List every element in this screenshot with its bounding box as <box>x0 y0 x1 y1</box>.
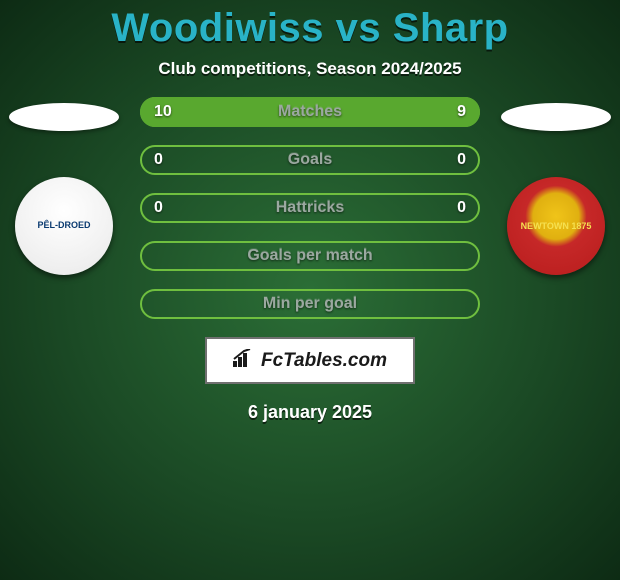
brand-box[interactable]: FcTables.com <box>205 337 415 384</box>
stat-value-left: 10 <box>154 103 172 121</box>
page-title: Woodiwiss vs Sharp <box>111 6 508 51</box>
stat-bar: Goals per match <box>140 241 480 271</box>
right-crest-icon: NEWTOWN 1875 <box>507 177 605 275</box>
left-column: PÊL-DROED <box>4 97 124 275</box>
stat-value-right: 0 <box>457 199 466 217</box>
stat-value-right: 9 <box>457 103 466 121</box>
page-subtitle: Club competitions, Season 2024/2025 <box>158 59 461 79</box>
stat-bar: Matches 10 9 <box>140 97 480 127</box>
stats-column: Matches 10 9 Goals 0 0 Hattricks 0 0 Goals per ma… <box>124 97 496 319</box>
stat-label: Matches <box>278 103 342 121</box>
stat-bar: Hattricks 0 0 <box>140 193 480 223</box>
right-crest-text: NEWTOWN 1875 <box>517 217 596 236</box>
stat-label: Min per goal <box>263 295 357 313</box>
left-flag-icon <box>9 103 119 131</box>
main-row: PÊL-DROED Matches109Goals00Hattricks00Go… <box>0 97 620 319</box>
brand-text: FcTables.com <box>261 350 387 372</box>
brand-chart-icon <box>233 349 255 372</box>
stat-label: Goals per match <box>247 247 372 265</box>
right-column: NEWTOWN 1875 <box>496 97 616 275</box>
stat-value-left: 0 <box>154 199 163 217</box>
left-crest-text: PÊL-DROED <box>37 221 90 231</box>
date-label: 6 january 2025 <box>248 402 372 423</box>
stat-label: Goals <box>288 151 332 169</box>
right-flag-icon <box>501 103 611 131</box>
stat-label: Hattricks <box>276 199 344 217</box>
stat-value-right: 0 <box>457 151 466 169</box>
content-root: Woodiwiss vs Sharp Club competitions, Se… <box>0 0 620 580</box>
stat-value-left: 0 <box>154 151 163 169</box>
stat-bar: Min per goal <box>140 289 480 319</box>
left-crest-icon: PÊL-DROED <box>15 177 113 275</box>
stat-bar: Goals 0 0 <box>140 145 480 175</box>
